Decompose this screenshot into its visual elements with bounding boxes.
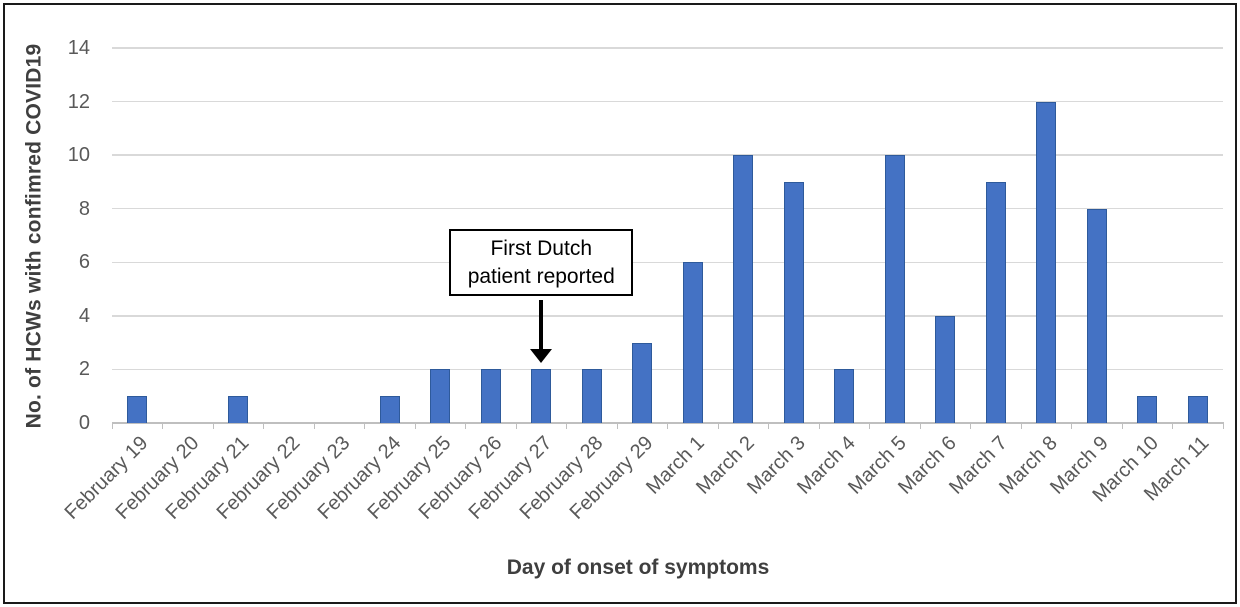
x-axis-tick xyxy=(364,423,365,429)
y-tick-label: 12 xyxy=(67,90,90,113)
x-axis-tick xyxy=(1222,423,1224,429)
bar-february-28 xyxy=(581,369,602,423)
annotation-box: First Dutch patient reported xyxy=(449,229,634,296)
x-axis-tick xyxy=(566,423,567,429)
bar-march-8 xyxy=(1036,101,1057,423)
x-axis-tick xyxy=(515,423,517,429)
x-axis-tick xyxy=(818,423,820,429)
bar-february-27 xyxy=(531,369,552,423)
bar-march-3 xyxy=(783,181,804,423)
annotation-text-line2: patient reported xyxy=(467,264,615,288)
x-axis-tick xyxy=(212,423,214,429)
gridline xyxy=(112,368,1223,371)
y-tick-label: 10 xyxy=(67,144,90,167)
bar-february-21 xyxy=(228,396,249,423)
x-axis-tick xyxy=(1172,423,1173,429)
y-tick-label: 6 xyxy=(78,251,90,274)
gridline xyxy=(112,261,1223,264)
gridline xyxy=(112,207,1223,210)
x-axis-title: Day of onset of symptoms xyxy=(506,556,770,579)
bar-march-10 xyxy=(1137,396,1158,423)
y-tick-label: 8 xyxy=(78,197,90,220)
x-axis-tick xyxy=(1020,423,1022,429)
bar-march-9 xyxy=(1086,208,1107,423)
gridline xyxy=(112,100,1223,103)
bar-february-25 xyxy=(430,369,451,423)
bar-march-11 xyxy=(1187,396,1208,423)
x-axis-tick xyxy=(111,423,113,429)
y-tick-label: 14 xyxy=(67,37,90,59)
bar-february-26 xyxy=(480,369,501,423)
gridline xyxy=(112,154,1223,156)
bar-february-19 xyxy=(127,396,148,423)
y-tick-label: 0 xyxy=(78,412,90,434)
down-arrow-icon xyxy=(539,300,544,349)
x-axis-tick xyxy=(263,423,264,429)
bar-march-6 xyxy=(935,315,956,423)
bar-march-1 xyxy=(682,262,703,423)
y-tick-label: 2 xyxy=(78,358,90,381)
x-axis-line xyxy=(112,422,1224,424)
x-axis-tick xyxy=(616,423,618,429)
y-tick-label: 4 xyxy=(78,304,90,327)
bar-march-4 xyxy=(834,369,855,423)
x-axis-tick xyxy=(919,423,921,429)
x-axis-tick xyxy=(768,423,769,429)
x-axis-tick xyxy=(970,423,971,429)
x-axis-tick xyxy=(162,423,163,429)
x-axis-tick xyxy=(414,423,416,429)
bar-march-5 xyxy=(884,155,905,423)
bar-march-2 xyxy=(733,155,754,423)
x-axis-tick xyxy=(667,423,668,429)
x-axis-tick xyxy=(717,423,719,429)
annotation-text-line1: First Dutch xyxy=(490,236,592,260)
x-axis-tick xyxy=(313,423,315,429)
x-axis-tick xyxy=(1071,423,1072,429)
down-arrow-head-icon xyxy=(530,349,553,363)
bar-february-29 xyxy=(632,342,653,423)
gridline xyxy=(112,315,1223,317)
x-axis-tick xyxy=(869,423,870,429)
x-axis-tick xyxy=(1121,423,1123,429)
gridline xyxy=(112,47,1223,49)
bar-february-24 xyxy=(379,396,400,423)
x-axis-tick xyxy=(465,423,466,429)
bar-march-7 xyxy=(985,181,1006,423)
